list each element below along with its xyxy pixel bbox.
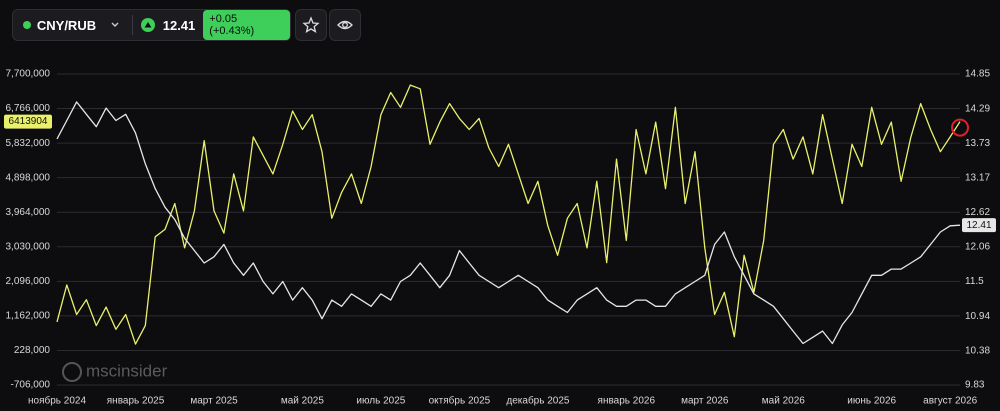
- x-tick-label: март 2026: [681, 396, 729, 407]
- favorite-button[interactable]: [295, 9, 327, 41]
- x-tick-label: ноябрь 2024: [28, 395, 86, 407]
- y-tick-label: 3,030,000: [6, 241, 51, 252]
- y-tick-label: 2,096,000: [6, 276, 51, 287]
- logo: mscinsider: [62, 361, 168, 382]
- x-tick-label: декабрь 2025: [506, 395, 570, 407]
- up-badge: [140, 18, 155, 32]
- last-value-label: 6413904: [9, 116, 48, 127]
- last-value-chip: [962, 218, 996, 233]
- last-value-chip: [4, 114, 52, 129]
- y2-tick-label: 9.83: [965, 380, 985, 391]
- y2-tick-label: 12.62: [965, 207, 990, 218]
- logo-text: mscinsider: [86, 361, 168, 380]
- change: +0.05 (+0.43%): [203, 10, 290, 40]
- series-line: [56, 101, 961, 345]
- x-tick-label: январь 2025: [107, 396, 165, 407]
- series-line: [56, 84, 961, 345]
- chevron[interactable]: [110, 20, 120, 30]
- x-tick-label: июнь 2026: [847, 396, 896, 407]
- y-tick-label: 4,898,000: [6, 172, 51, 183]
- watch-button[interactable]: [329, 9, 361, 41]
- y-tick-label: 228,000: [14, 345, 51, 356]
- y-tick-label: 5,832,000: [6, 138, 51, 149]
- y2-tick-label: 11.5: [965, 276, 984, 287]
- pair: CNY/RUB: [36, 17, 97, 33]
- highlight-marker: [951, 118, 969, 137]
- x-tick-label: май 2025: [281, 396, 324, 407]
- x-tick-label: октябрь 2025: [429, 395, 491, 407]
- y2-tick-label: 10.38: [965, 346, 990, 357]
- y2-tick-label: 13.17: [965, 173, 990, 184]
- price: 12.41: [162, 17, 196, 33]
- y2-tick-label: 14.29: [965, 103, 990, 114]
- y-tick-label: 7,700,000: [6, 69, 51, 80]
- ticker-bar[interactable]: CNY/RUB 12.41 +0.05 (+0.43%): [12, 9, 291, 41]
- x-tick-label: январь 2026: [598, 396, 656, 407]
- y-tick-label: 3,964,000: [6, 207, 51, 218]
- x-tick-label: июль 2025: [356, 396, 405, 407]
- y2-tick-label: 13.73: [965, 138, 990, 149]
- y2-tick-label: 14.85: [965, 69, 990, 80]
- last-value-label: 12.41: [966, 220, 991, 231]
- x-tick-label: май 2026: [762, 396, 805, 407]
- y2-tick-label: 10.94: [965, 311, 990, 322]
- status-dot: [23, 21, 31, 29]
- x-tick-label: март 2025: [190, 396, 238, 407]
- y2-tick-label: 12.06: [965, 241, 990, 252]
- y-tick-label: -706,000: [11, 380, 51, 391]
- x-tick-label: август 2026: [923, 396, 977, 407]
- y-tick-label: 6,766,000: [6, 103, 51, 114]
- y-tick-label: 1,162,000: [6, 311, 51, 322]
- divider: [131, 15, 133, 35]
